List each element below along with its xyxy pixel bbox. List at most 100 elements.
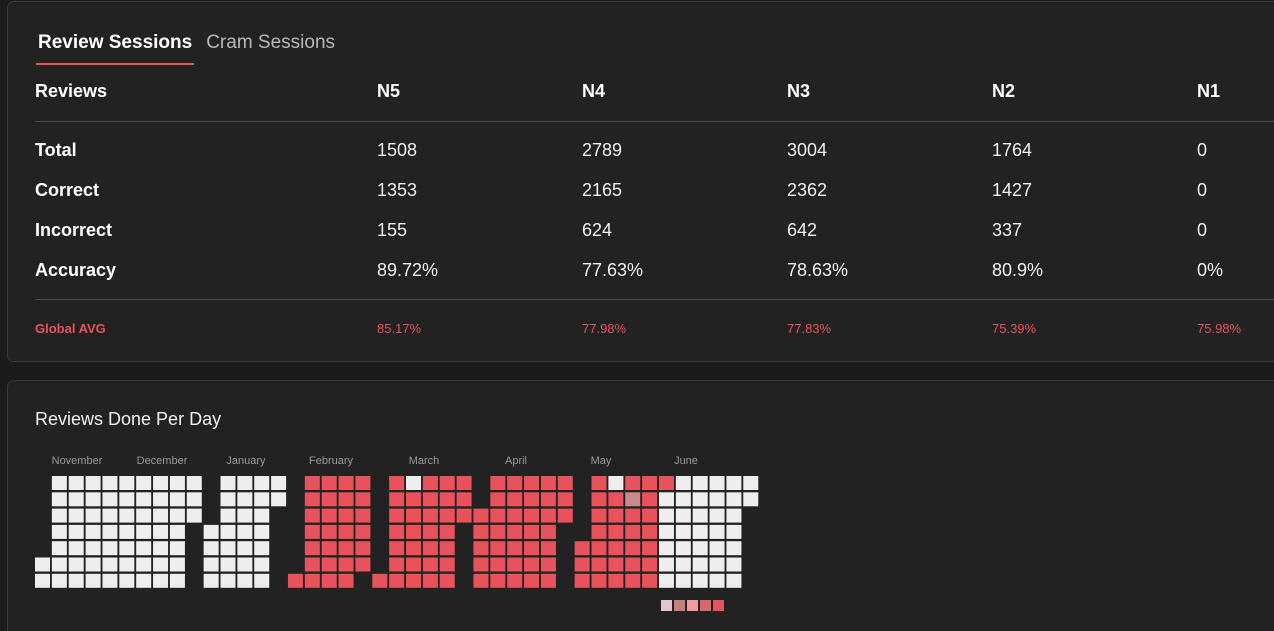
heatmap-day-cell[interactable] bbox=[355, 476, 371, 490]
heatmap-day-cell[interactable] bbox=[153, 492, 169, 507]
heatmap-day-cell[interactable] bbox=[254, 508, 270, 523]
heatmap-day-cell[interactable] bbox=[304, 541, 320, 556]
heatmap-day-cell[interactable] bbox=[726, 508, 742, 523]
heatmap-day-cell[interactable] bbox=[119, 476, 135, 490]
heatmap-day-cell[interactable] bbox=[608, 573, 624, 588]
heatmap-day-cell[interactable] bbox=[574, 573, 590, 588]
heatmap-day-cell[interactable] bbox=[85, 541, 101, 556]
heatmap-day-cell[interactable] bbox=[473, 541, 489, 556]
heatmap-day-cell[interactable] bbox=[692, 476, 708, 490]
heatmap-day-cell[interactable] bbox=[321, 492, 337, 507]
heatmap-day-cell[interactable] bbox=[473, 524, 489, 539]
heatmap-day-cell[interactable] bbox=[51, 541, 67, 556]
heatmap-day-cell[interactable] bbox=[51, 573, 67, 588]
heatmap-day-cell[interactable] bbox=[338, 476, 354, 490]
heatmap-day-cell[interactable] bbox=[220, 476, 236, 490]
heatmap-day-cell[interactable] bbox=[422, 492, 438, 507]
heatmap-day-cell[interactable] bbox=[473, 573, 489, 588]
heatmap-day-cell[interactable] bbox=[625, 476, 641, 490]
heatmap-day-cell[interactable] bbox=[119, 541, 135, 556]
heatmap-day-cell[interactable] bbox=[254, 476, 270, 490]
heatmap-day-cell[interactable] bbox=[473, 508, 489, 523]
heatmap-day-cell[interactable] bbox=[507, 524, 523, 539]
heatmap-day-cell[interactable] bbox=[692, 508, 708, 523]
heatmap-day-cell[interactable] bbox=[507, 508, 523, 523]
heatmap-day-cell[interactable] bbox=[35, 573, 50, 588]
heatmap-day-cell[interactable] bbox=[355, 541, 371, 556]
heatmap-day-cell[interactable] bbox=[389, 541, 405, 556]
heatmap-day-cell[interactable] bbox=[169, 476, 185, 490]
heatmap-day-cell[interactable] bbox=[642, 508, 658, 523]
heatmap-day-cell[interactable] bbox=[102, 492, 118, 507]
heatmap-day-cell[interactable] bbox=[439, 508, 455, 523]
tab-cram-sessions[interactable]: Cram Sessions bbox=[206, 32, 336, 53]
heatmap-day-cell[interactable] bbox=[642, 524, 658, 539]
heatmap-day-cell[interactable] bbox=[709, 573, 725, 588]
heatmap-day-cell[interactable] bbox=[220, 492, 236, 507]
heatmap-day-cell[interactable] bbox=[136, 573, 152, 588]
heatmap-day-cell[interactable] bbox=[85, 492, 101, 507]
heatmap-day-cell[interactable] bbox=[254, 492, 270, 507]
heatmap-day-cell[interactable] bbox=[153, 508, 169, 523]
heatmap-day-cell[interactable] bbox=[524, 557, 540, 572]
heatmap-day-cell[interactable] bbox=[709, 557, 725, 572]
heatmap-day-cell[interactable] bbox=[675, 508, 691, 523]
heatmap-day-cell[interactable] bbox=[203, 541, 219, 556]
heatmap-day-cell[interactable] bbox=[540, 508, 556, 523]
heatmap-day-cell[interactable] bbox=[507, 573, 523, 588]
heatmap-day-cell[interactable] bbox=[203, 524, 219, 539]
heatmap-day-cell[interactable] bbox=[338, 541, 354, 556]
heatmap-day-cell[interactable] bbox=[540, 524, 556, 539]
heatmap-day-cell[interactable] bbox=[439, 541, 455, 556]
heatmap-day-cell[interactable] bbox=[153, 524, 169, 539]
heatmap-day-cell[interactable] bbox=[169, 573, 185, 588]
heatmap-day-cell[interactable] bbox=[51, 557, 67, 572]
heatmap-day-cell[interactable] bbox=[608, 492, 624, 507]
heatmap-day-cell[interactable] bbox=[102, 573, 118, 588]
heatmap-day-cell[interactable] bbox=[540, 557, 556, 572]
heatmap-day-cell[interactable] bbox=[153, 476, 169, 490]
heatmap-day-cell[interactable] bbox=[136, 508, 152, 523]
heatmap-day-cell[interactable] bbox=[355, 524, 371, 539]
heatmap-day-cell[interactable] bbox=[338, 557, 354, 572]
heatmap-day-cell[interactable] bbox=[456, 492, 472, 507]
heatmap-day-cell[interactable] bbox=[675, 541, 691, 556]
heatmap-day-cell[interactable] bbox=[709, 476, 725, 490]
heatmap-day-cell[interactable] bbox=[524, 476, 540, 490]
heatmap-day-cell[interactable] bbox=[389, 476, 405, 490]
heatmap-day-cell[interactable] bbox=[220, 541, 236, 556]
heatmap-day-cell[interactable] bbox=[68, 524, 84, 539]
heatmap-day-cell[interactable] bbox=[726, 573, 742, 588]
heatmap-day-cell[interactable] bbox=[675, 573, 691, 588]
heatmap-day-cell[interactable] bbox=[186, 508, 202, 523]
heatmap-day-cell[interactable] bbox=[186, 492, 202, 507]
heatmap-day-cell[interactable] bbox=[136, 541, 152, 556]
heatmap-day-cell[interactable] bbox=[85, 573, 101, 588]
heatmap-day-cell[interactable] bbox=[51, 508, 67, 523]
heatmap-day-cell[interactable] bbox=[658, 492, 674, 507]
heatmap-day-cell[interactable] bbox=[304, 508, 320, 523]
heatmap-day-cell[interactable] bbox=[507, 492, 523, 507]
heatmap-day-cell[interactable] bbox=[658, 508, 674, 523]
heatmap-day-cell[interactable] bbox=[271, 476, 287, 490]
heatmap-day-cell[interactable] bbox=[625, 573, 641, 588]
heatmap-day-cell[interactable] bbox=[389, 492, 405, 507]
heatmap-day-cell[interactable] bbox=[625, 557, 641, 572]
heatmap-day-cell[interactable] bbox=[254, 557, 270, 572]
heatmap-day-cell[interactable] bbox=[557, 508, 573, 523]
heatmap-day-cell[interactable] bbox=[726, 524, 742, 539]
heatmap-day-cell[interactable] bbox=[406, 492, 422, 507]
heatmap-day-cell[interactable] bbox=[355, 508, 371, 523]
heatmap-day-cell[interactable] bbox=[119, 573, 135, 588]
heatmap-day-cell[interactable] bbox=[406, 541, 422, 556]
heatmap-day-cell[interactable] bbox=[102, 508, 118, 523]
heatmap-day-cell[interactable] bbox=[608, 557, 624, 572]
heatmap-day-cell[interactable] bbox=[254, 541, 270, 556]
heatmap-day-cell[interactable] bbox=[642, 492, 658, 507]
heatmap-day-cell[interactable] bbox=[119, 508, 135, 523]
heatmap-day-cell[interactable] bbox=[169, 508, 185, 523]
heatmap-day-cell[interactable] bbox=[372, 573, 388, 588]
heatmap-day-cell[interactable] bbox=[422, 524, 438, 539]
heatmap-day-cell[interactable] bbox=[422, 573, 438, 588]
heatmap-day-cell[interactable] bbox=[186, 476, 202, 490]
